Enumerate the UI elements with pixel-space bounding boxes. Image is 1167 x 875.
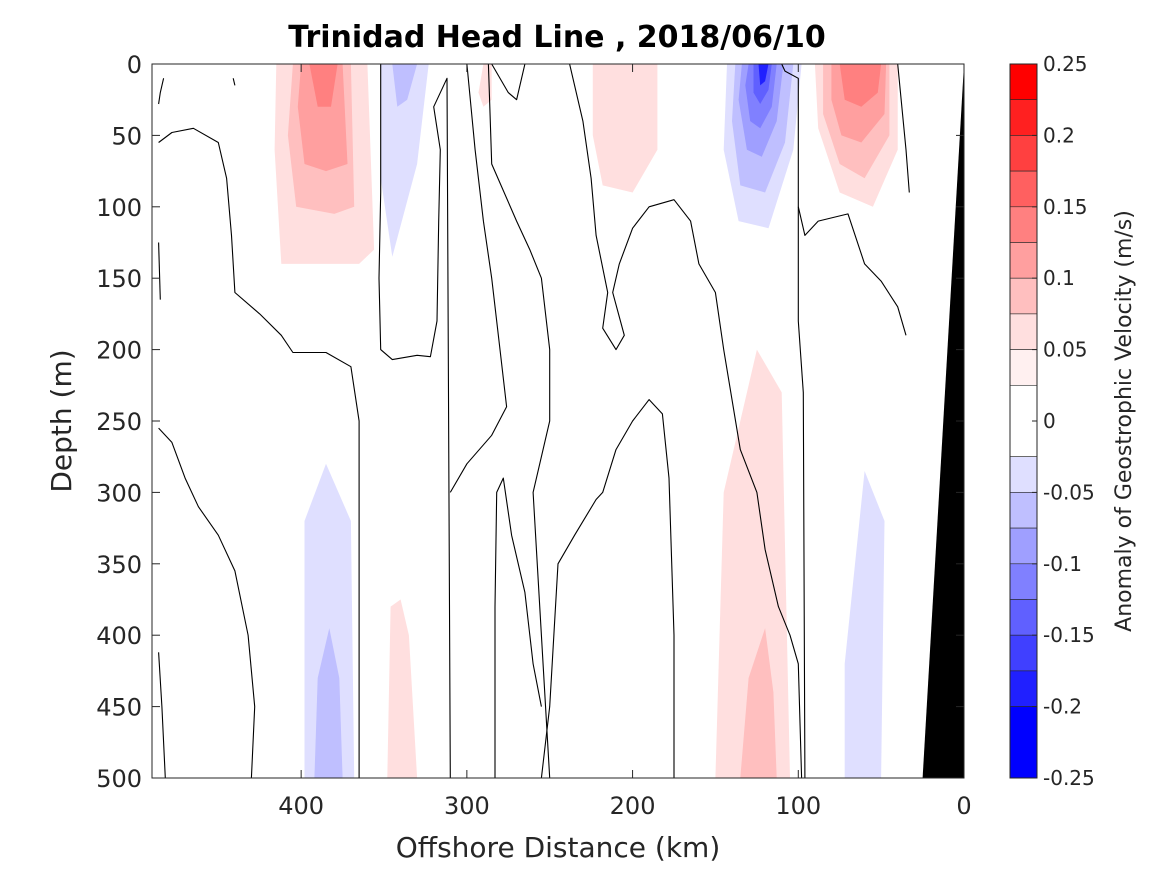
colorbar-tick-label: 0.25 — [1043, 52, 1088, 76]
zero-contour-layer — [158, 63, 910, 779]
zero-contour-line — [158, 242, 161, 300]
anomaly-region — [715, 349, 790, 778]
y-tick-label: 500 — [96, 765, 142, 793]
colorbar-ticks: 0.25 0.2 0.15 0.1 0.05 0 -0.05 -0.1 -0.15 -0.2 -0.… — [1032, 52, 1095, 790]
anomaly-region — [392, 64, 418, 107]
zero-contour-line — [158, 427, 256, 779]
colorbar-swatch — [1009, 63, 1038, 101]
zero-contour-line — [897, 63, 910, 193]
colorbar-tick-label: -0.2 — [1043, 695, 1082, 719]
anomaly-region — [753, 64, 772, 104]
colorbar-swatch — [1009, 242, 1038, 279]
zero-contour-line — [491, 63, 526, 101]
x-tick-label: 400 — [278, 792, 324, 820]
colorbar-swatch — [1009, 349, 1038, 386]
anomaly-region — [297, 64, 348, 172]
colorbar-swatch — [1009, 599, 1038, 636]
colorbar-swatch — [1009, 492, 1038, 529]
anomaly-region — [758, 64, 769, 86]
colorbar-tick-label: -0.15 — [1043, 623, 1095, 647]
x-tick-label: 200 — [610, 792, 656, 820]
zero-contour-line — [494, 477, 542, 778]
y-tick-label: 0 — [127, 51, 142, 79]
y-tick-label: 450 — [96, 694, 142, 722]
zero-contour-line — [158, 78, 165, 105]
chart-title: Trinidad Head Line , 2018/06/10 — [288, 20, 825, 55]
y-axis: 0 50 100 150 200 250 300 350 400 450 500 — [96, 51, 964, 793]
x-tick-label: 100 — [775, 792, 821, 820]
y-tick-label: 150 — [96, 265, 142, 293]
anomaly-region — [592, 64, 658, 193]
colorbar-tick-label: -0.25 — [1043, 766, 1095, 790]
colorbar-tick-label: 0.05 — [1043, 338, 1088, 362]
colorbar-swatch — [1009, 170, 1038, 208]
colorbar-tick-label: 0.15 — [1043, 195, 1088, 219]
bathymetry-seafloor — [922, 64, 964, 778]
colorbar-swatch — [1009, 456, 1038, 493]
anomaly-region — [309, 64, 338, 107]
x-axis: 400 300 200 100 0 — [278, 64, 972, 820]
zero-contour-line — [158, 652, 166, 779]
colorbar-swatch — [1009, 206, 1038, 243]
y-tick-label: 200 — [96, 337, 142, 365]
y-tick-label: 100 — [96, 194, 142, 222]
colorbar-swatch — [1009, 99, 1038, 136]
colorbar: 0.25 0.2 0.15 0.1 0.05 0 -0.05 -0.1 -0.15 -0.2 -0.… — [1009, 52, 1095, 790]
colorbar-tick-label: -0.05 — [1043, 480, 1095, 504]
colorbar-label: Anomaly of Geostrophic Velocity (m/s) — [1112, 210, 1137, 632]
anomaly-region — [314, 628, 343, 778]
anomaly-region — [844, 471, 885, 778]
colorbar-swatch — [1009, 527, 1038, 565]
zero-contour-line — [569, 63, 803, 779]
anomaly-region — [387, 599, 418, 778]
anomaly-region — [380, 64, 429, 257]
y-tick-label: 300 — [96, 479, 142, 507]
zero-contour-line — [232, 78, 236, 86]
y-tick-label: 400 — [96, 622, 142, 650]
colorbar-tick-label: 0 — [1043, 409, 1056, 433]
y-axis-label: Depth (m) — [45, 349, 78, 492]
anomaly-region — [839, 64, 882, 107]
y-tick-label: 50 — [111, 122, 142, 150]
zero-contour-line — [797, 206, 907, 336]
colorbar-swatch — [1009, 634, 1038, 672]
y-tick-label: 250 — [96, 408, 142, 436]
zero-contour-line — [487, 63, 551, 779]
colorbar-swatch — [1009, 670, 1038, 707]
y-tick-label: 350 — [96, 551, 142, 579]
zero-contour-line — [540, 399, 675, 779]
colorbar-swatch — [1009, 135, 1038, 172]
x-tick-label: 300 — [444, 792, 490, 820]
zero-contour-line — [158, 127, 360, 778]
anomaly-layer — [274, 64, 898, 778]
x-axis-label: Offshore Distance (km) — [396, 831, 721, 864]
colorbar-tick-label: 0.2 — [1043, 123, 1075, 147]
x-tick-label: 0 — [956, 792, 971, 820]
colorbar-swatch — [1009, 277, 1038, 315]
zero-contour-line — [449, 63, 508, 493]
anomaly-region — [740, 628, 777, 778]
colorbar-swatch — [1009, 313, 1038, 350]
colorbar-tick-label: -0.1 — [1043, 552, 1082, 576]
zero-contour-line — [378, 64, 451, 779]
plot-area — [151, 63, 965, 779]
colorbar-swatch — [1009, 563, 1038, 600]
colorbar-swatch — [1009, 706, 1038, 779]
anomaly-region — [304, 463, 355, 778]
colorbar-tick-label: 0.1 — [1043, 266, 1075, 290]
